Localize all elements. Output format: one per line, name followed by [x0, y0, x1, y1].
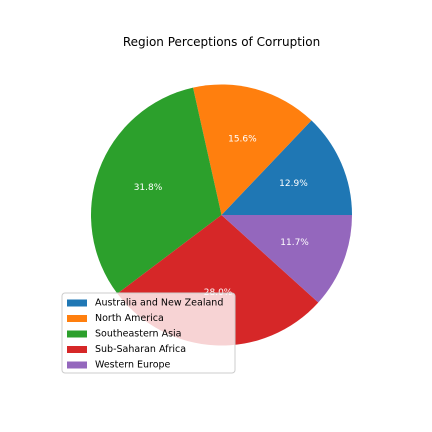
- pie-slice-2: [91, 87, 222, 294]
- legend: Australia and New Zealand North America So…: [61, 292, 236, 374]
- legend-items: Australia and New Zealand North America So…: [67, 298, 223, 371]
- pie-slice-1: [193, 84, 312, 216]
- legend-swatch-3: [67, 346, 87, 353]
- slice-label-4: 11.7%: [280, 238, 309, 248]
- legend-label-0: Australia and New Zealand: [95, 298, 223, 309]
- legend-label-3: Sub-Saharan Africa: [95, 344, 186, 355]
- legend-box: [61, 292, 236, 374]
- legend-swatch-4: [67, 361, 87, 369]
- legend-label-4: Western Europe: [95, 360, 171, 371]
- pie-slice-4: [221, 215, 352, 303]
- legend-swatch-2: [67, 330, 87, 338]
- legend-swatch-0: [67, 299, 87, 307]
- pie-slice-0: [221, 120, 352, 215]
- slice-label-0: 12.9%: [279, 179, 308, 189]
- slice-label-1: 15.6%: [228, 135, 257, 145]
- legend-swatch-1: [67, 315, 87, 322]
- legend-label-1: North America: [95, 313, 164, 324]
- legend-label-2: Southeastern Asia: [95, 329, 181, 340]
- slice-label-2: 31.8%: [134, 183, 163, 193]
- chart-title: Region Perceptions of Corruption: [123, 35, 320, 49]
